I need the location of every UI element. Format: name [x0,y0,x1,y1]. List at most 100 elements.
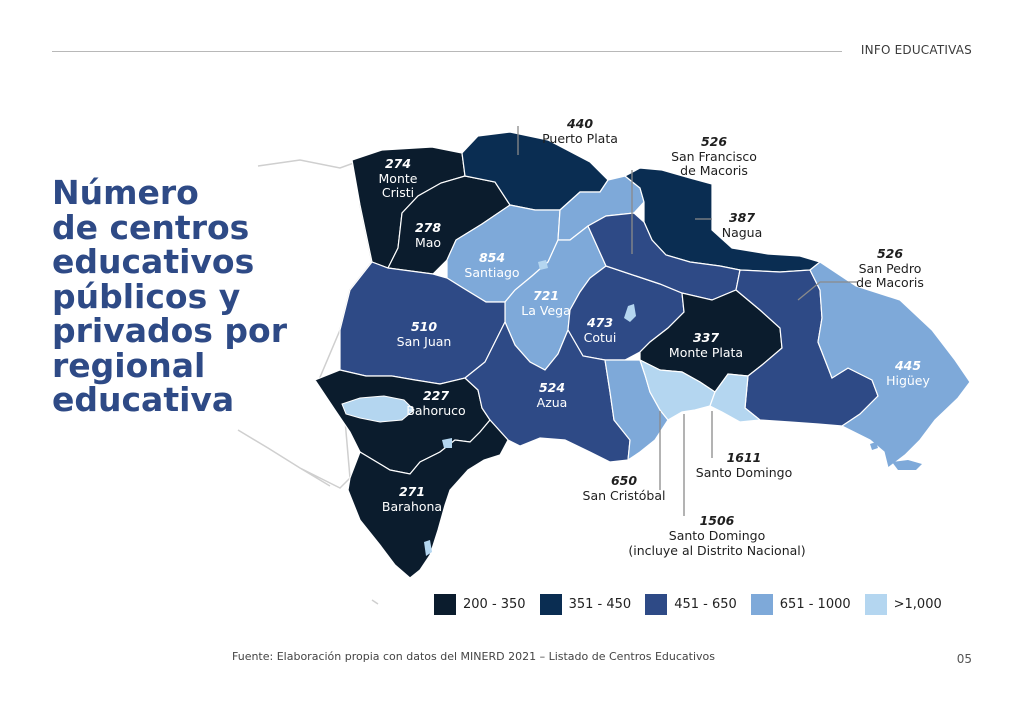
label-san-cristobal: 650 San Cristóbal [583,473,666,503]
region-name: de Macoris [856,275,924,290]
lake-barahona [424,540,432,556]
region-name: Puerto Plata [542,131,618,146]
label-santo-domingo: 1611 Santo Domingo [696,450,792,480]
label-cotui: 473 Cotui [584,315,617,345]
title-line: públicos y [52,276,241,316]
label-la-vega: 721 La Vega [521,288,570,318]
region-higuey [809,261,971,470]
region-value: 445 [894,358,921,373]
label-san-pedro: 526 San Pedro de Macoris [856,246,924,290]
region-value: 387 [729,210,755,225]
region-name: Bahoruco [406,403,465,418]
region-value: 526 [877,246,903,261]
title-line: educativos [52,242,255,281]
region-name: Monte Plata [669,345,743,360]
region-name: Santo Domingo [669,528,765,543]
legend-item: 200 - 350 [434,594,526,615]
legend-swatch [434,594,456,615]
label-mao: 278 Mao [415,220,441,250]
legend: 200 - 350 351 - 450 451 - 650 651 - 1000… [434,594,956,615]
page-number: 05 [956,652,972,666]
lake-santiago [538,260,548,270]
lake-enriquillo [341,395,415,423]
region-name: San Cristóbal [583,488,666,503]
label-monte-plata: 337 Monte Plata [669,330,743,360]
label-san-juan: 510 San Juan [397,319,452,349]
region-name: Cristi [382,185,414,200]
label-monte-cristi: 274 Monte Cristi [379,156,418,200]
region-name: Mao [415,235,441,250]
title-line: Número [52,173,199,212]
region-value: 650 [611,473,637,488]
label-santo-domingo-dn: 1506 Santo Domingo (incluye al Distrito … [628,513,805,558]
section-title: INFO EDUCATIVAS [860,43,972,57]
region-name: San Pedro [859,261,922,276]
title-line: de centros [52,207,250,247]
title-line: privados por [52,311,287,350]
label-nagua: 387 Nagua [722,210,763,240]
isla-saona [892,460,922,470]
region-value: 1611 [727,450,762,465]
region-value: 1506 [700,513,735,528]
label-barahona: 271 Barahona [382,484,442,514]
region-value: 278 [415,220,441,235]
region-value: 510 [411,319,437,334]
title-line: regional [52,345,206,385]
isla-catalinita [870,442,878,450]
legend-label: 651 - 1000 [779,597,851,612]
region-santo-domingo [709,373,762,423]
legend-label: 200 - 350 [463,597,526,612]
source-note: Fuente: Elaboración propia con datos del… [232,650,715,663]
region-value: 227 [423,388,449,403]
region-value: 524 [539,380,565,395]
title-line: educativa [52,380,235,419]
region-name: Santiago [464,265,519,280]
legend-label: 351 - 450 [568,597,632,612]
page-title: Número de centros educativos públicos y … [52,173,322,419]
region-name: (incluye al Distrito Nacional) [628,543,805,558]
region-value: 854 [479,250,505,265]
label-san-francisco: 526 San Francisco de Macoris [671,134,757,178]
region-name: La Vega [521,303,570,318]
region-name: San Francisco [671,149,757,164]
region-name: Nagua [722,225,763,240]
region-name: Barahona [382,499,442,514]
region-value: 274 [385,156,411,171]
legend-item: 351 - 450 [539,594,632,615]
legend-swatch [864,594,887,615]
region-name: Higüey [886,373,930,388]
region-value: 271 [399,484,425,499]
label-puerto-plata: 440 Puerto Plata [542,116,618,146]
region-name: de Macoris [680,163,748,178]
region-barahona [347,419,509,579]
leader-lines [517,126,857,516]
region-santo-domingo-dn [638,358,716,421]
legend-swatch [539,594,562,615]
label-higuey: 445 Higüey [886,358,930,388]
region-san-francisco-east [587,212,741,301]
lake-bahoruco [442,438,452,448]
region-value: 721 [533,288,559,303]
region-name: San Juan [397,334,452,349]
legend-swatch [645,594,668,615]
label-azua: 524 Azua [537,380,568,410]
legend-label: 451 - 650 [674,597,737,612]
legend-item: 651 - 1000 [750,594,851,615]
region-name: Monte [379,171,418,186]
legend-swatch [750,594,773,615]
legend-label: >1,000 [893,597,942,612]
legend-item: >1,000 [864,594,942,615]
region-name: Azua [537,395,568,410]
header-rule [52,51,842,52]
label-bahoruco: 227 Bahoruco [406,388,465,418]
region-value: 337 [693,330,719,345]
region-name: Santo Domingo [696,465,792,480]
label-santiago: 854 Santiago [464,250,519,280]
lake-cotui [624,304,636,322]
region-name: Cotui [584,330,617,345]
region-value: 440 [566,116,593,131]
region-value: 526 [701,134,727,149]
region-value: 473 [586,315,613,330]
legend-item: 451 - 650 [645,594,737,615]
